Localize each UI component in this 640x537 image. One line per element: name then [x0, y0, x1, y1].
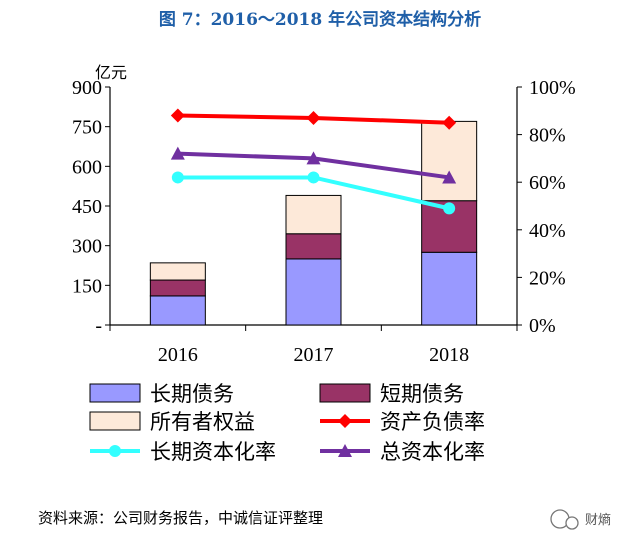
- data-point: [443, 202, 456, 215]
- x-tick-label: 2017: [294, 344, 334, 366]
- chart-title: 图 7：2016～2018 年公司资本结构分析: [159, 9, 481, 30]
- bar-segment: [421, 251, 478, 326]
- legend-marker: [338, 414, 352, 428]
- legend-label: 资产负债率: [380, 410, 485, 434]
- bar-segment: [149, 279, 206, 297]
- bar-segment: [285, 233, 342, 260]
- y-tick-label: 750: [72, 117, 102, 139]
- data-point: [306, 151, 321, 165]
- y2-tick-label: 60%: [529, 172, 566, 194]
- y2-tick-label: 0%: [529, 315, 556, 337]
- x-tick-label: 2018: [429, 344, 469, 366]
- y-axis-unit: 亿元: [95, 63, 127, 82]
- legend-label: 长期债务: [150, 382, 234, 406]
- y2-tick-label: 40%: [529, 220, 566, 242]
- legend-marker: [109, 445, 121, 457]
- bar-segment: [149, 262, 206, 281]
- legend-swatch: [89, 411, 141, 431]
- bar-segment: [149, 295, 206, 326]
- data-point: [442, 170, 457, 184]
- bar-segment: [285, 194, 342, 235]
- legend-marker: [338, 444, 352, 457]
- y-tick-label: 300: [72, 236, 102, 258]
- y-tick-label: 900: [72, 77, 102, 99]
- chat-bubble-small-icon: [565, 516, 579, 530]
- watermark-text: 财熵: [585, 512, 611, 528]
- legend-label: 长期资本化率: [150, 440, 276, 464]
- source-note: 资料来源：公司财务报告，中诚信证评整理: [38, 509, 323, 527]
- legend-swatch: [89, 383, 141, 403]
- y2-tick-label: 20%: [529, 267, 566, 289]
- y2-tick-label: 100%: [529, 77, 576, 99]
- y-tick-label: 600: [72, 156, 102, 178]
- y-tick-label: -: [95, 315, 102, 337]
- data-point: [306, 110, 321, 125]
- legend-label: 总资本化率: [380, 440, 485, 464]
- y-tick-label: 150: [72, 275, 102, 297]
- y2-tick-label: 80%: [529, 125, 566, 147]
- watermark: 财熵: [550, 509, 611, 530]
- data-point: [307, 171, 320, 184]
- data-point: [442, 115, 457, 130]
- x-tick-label: 2016: [158, 344, 198, 366]
- y-tick-label: 450: [72, 196, 102, 218]
- plot-area: - 150 300 450 600 750 900 0% 20% 40% 60% 80% 100% 201…: [72, 77, 576, 366]
- data-point: [170, 108, 185, 123]
- legend-swatch: [319, 383, 371, 403]
- data-point: [171, 171, 184, 184]
- data-point: [170, 146, 185, 160]
- bar-segment: [285, 258, 342, 326]
- legend-label: 短期债务: [380, 382, 464, 406]
- legend-label: 所有者权益: [150, 410, 255, 434]
- bar-segment: [421, 120, 478, 202]
